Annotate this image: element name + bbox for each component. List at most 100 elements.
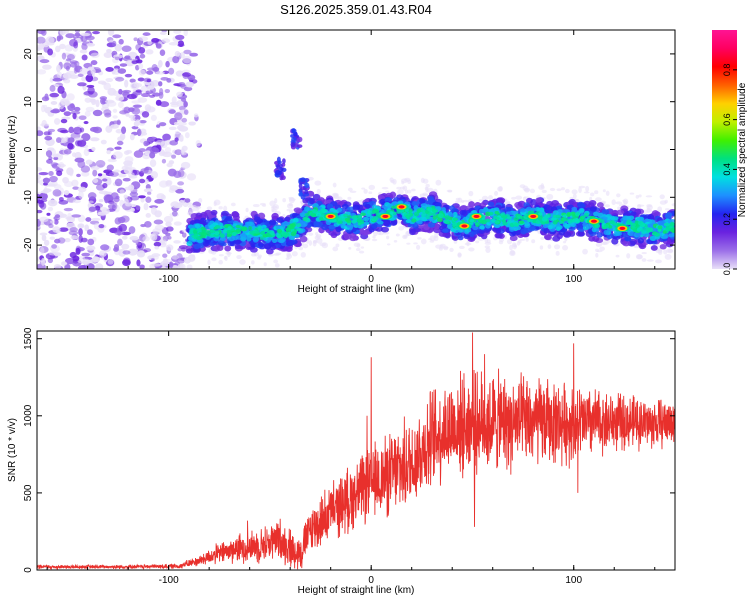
heatmap-cell bbox=[372, 235, 376, 239]
colorbar-tick-label: 0.6 bbox=[722, 113, 732, 126]
heatmap-cell bbox=[251, 260, 255, 265]
heatmap-cell bbox=[207, 259, 211, 266]
heatmap-cell bbox=[84, 97, 92, 103]
heatmap-cell bbox=[635, 231, 641, 237]
heatmap-cell bbox=[155, 71, 165, 75]
heatmap-cell bbox=[570, 211, 576, 216]
heatmap-cell bbox=[358, 214, 363, 219]
heatmap-cell bbox=[105, 77, 114, 83]
heatmap-cell bbox=[143, 140, 149, 147]
heatmap-cell bbox=[395, 233, 400, 237]
heatmap-cell bbox=[123, 194, 128, 199]
heatmap-cell bbox=[643, 232, 650, 238]
heatmap-cell bbox=[396, 186, 402, 190]
heatmap-cell bbox=[201, 232, 207, 237]
heatmap-cell bbox=[606, 233, 613, 240]
heatmap-cell bbox=[73, 66, 78, 74]
heatmap-cell bbox=[159, 101, 170, 108]
heatmap-cell bbox=[312, 239, 318, 244]
heatmap-cell bbox=[285, 257, 290, 261]
heatmap-cell bbox=[335, 226, 342, 233]
heatmap-cell bbox=[555, 226, 561, 231]
heatmap-cell bbox=[411, 218, 417, 223]
heatmap-cell bbox=[252, 203, 260, 208]
heatmap-cell bbox=[100, 244, 110, 251]
heatmap-cell bbox=[419, 193, 425, 198]
heatmap-cell bbox=[71, 179, 79, 187]
heatmap-cell bbox=[304, 189, 309, 195]
heatmap-cell bbox=[411, 201, 419, 207]
heatmap-cell bbox=[502, 221, 508, 226]
heatmap-cell bbox=[47, 206, 54, 212]
heatmap-cell bbox=[540, 183, 545, 189]
heatmap-cell bbox=[562, 209, 569, 214]
heatmap-cell bbox=[442, 246, 449, 249]
heatmap-cell bbox=[225, 216, 233, 222]
heatmap-cell bbox=[626, 253, 631, 259]
heatmap-cell bbox=[49, 180, 58, 187]
heatmap-cell bbox=[147, 41, 152, 45]
heatmap-cell bbox=[201, 229, 206, 233]
heatmap-cell bbox=[85, 159, 93, 165]
heatmap-cell bbox=[49, 236, 56, 240]
heatmap-cell bbox=[636, 227, 642, 232]
heatmap-cell bbox=[66, 222, 76, 228]
heatmap-cell bbox=[231, 211, 239, 218]
heatmap-cell bbox=[612, 222, 617, 226]
x-tick-label: -100 bbox=[159, 575, 179, 586]
heatmap-cell bbox=[348, 246, 352, 250]
heatmap-cell bbox=[58, 227, 69, 232]
heatmap-cell bbox=[79, 49, 88, 54]
heatmap-cell bbox=[594, 190, 599, 195]
heatmap-cell bbox=[138, 63, 144, 70]
heatmap-cell bbox=[550, 206, 558, 212]
heatmap-cell bbox=[140, 196, 145, 203]
heatmap-cell bbox=[220, 241, 227, 247]
heatmap-cell bbox=[80, 165, 91, 173]
heatmap-cell bbox=[299, 212, 307, 217]
heatmap-cell bbox=[304, 182, 310, 189]
heatmap-cell bbox=[310, 213, 317, 218]
heatmap-cell bbox=[95, 160, 106, 168]
heatmap-cell bbox=[543, 228, 550, 234]
heatmap-cell bbox=[668, 233, 675, 238]
heatmap-cell bbox=[71, 214, 82, 218]
heatmap-cell bbox=[40, 258, 46, 266]
heatmap-cell bbox=[114, 231, 125, 236]
heatmap-cell bbox=[491, 218, 496, 223]
heatmap-cell bbox=[461, 200, 465, 203]
heatmap-cell bbox=[97, 211, 107, 216]
heatmap-cell bbox=[90, 60, 98, 66]
heatmap-cell bbox=[361, 187, 366, 190]
heatmap-cell bbox=[131, 60, 138, 65]
heatmap-cell bbox=[131, 125, 139, 130]
heatmap-cell bbox=[437, 217, 443, 223]
heatmap-cell bbox=[177, 263, 184, 269]
heatmap-cell bbox=[106, 149, 111, 155]
heatmap-cell bbox=[288, 225, 295, 230]
heatmap-cell bbox=[646, 204, 653, 208]
heatmap-cell bbox=[664, 199, 668, 204]
heatmap-cell bbox=[629, 192, 635, 195]
heatmap-cell bbox=[77, 73, 84, 77]
heatmap-cell bbox=[364, 203, 371, 209]
heatmap-cell bbox=[147, 137, 155, 142]
heatmap-cell bbox=[266, 248, 274, 255]
heatmap-cell bbox=[123, 198, 129, 205]
heatmap-cell bbox=[143, 202, 149, 211]
heatmap-cell bbox=[178, 82, 186, 86]
heatmap-cell bbox=[444, 215, 451, 220]
heatmap-cell bbox=[112, 120, 121, 125]
heatmap-cell bbox=[259, 236, 264, 240]
heatmap-cell bbox=[151, 64, 158, 72]
heatmap-cell bbox=[218, 206, 223, 210]
heatmap-cell bbox=[637, 237, 644, 244]
heatmap-cell bbox=[181, 69, 191, 74]
heatmap-cell bbox=[92, 31, 100, 35]
heatmap-cell bbox=[273, 259, 279, 264]
heatmap-cell bbox=[230, 202, 236, 207]
heatmap-cell bbox=[37, 36, 46, 44]
heatmap-cell bbox=[76, 173, 81, 178]
heatmap-cell bbox=[393, 239, 398, 243]
heatmap-cell bbox=[69, 227, 78, 233]
